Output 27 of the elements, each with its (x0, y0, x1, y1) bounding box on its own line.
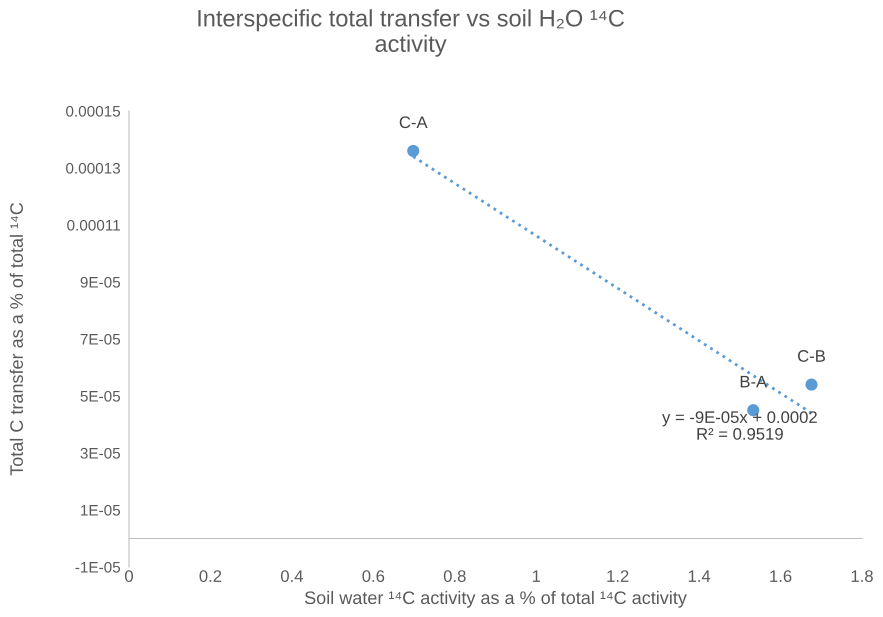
annotation: y = -9E-05x + 0.0002 R² = 0.9519 (662, 411, 817, 440)
y-tick-label: 0.00011 (67, 220, 120, 231)
x-tick-label: 0.4 (280, 570, 303, 582)
y-tick-label: 5E-05 (80, 390, 120, 402)
y-tick-label: 0.00015 (66, 106, 120, 117)
y-tick-label: 3E-05 (80, 448, 120, 459)
point (805, 378, 818, 391)
point (407, 144, 420, 157)
y-tick-label: 1E-05 (81, 504, 120, 516)
y-tick-label: 9E-05 (80, 276, 120, 288)
x-tick-label: 1.8 (852, 570, 873, 582)
x-tick-label: 1 (532, 570, 540, 582)
annotation: C-A (400, 116, 428, 128)
x-axis-title: Soil water ¹⁴C activity as a % of total ¹⁴C activity (304, 590, 687, 608)
y-axis-title: Total C transfer as a % of total ¹⁴C (10, 202, 23, 476)
y-tick-label: 7E-05 (80, 334, 120, 345)
x-tick-label: 0.8 (444, 570, 466, 582)
chart-title: Interspecific total transfer vs soil H₂O ¹⁴C activity (198, 9, 624, 57)
x-tick-label: 1.6 (770, 570, 792, 582)
x-tick-label: 0.2 (200, 570, 222, 582)
annotation: C-B (798, 350, 825, 362)
x-tick-label: 0 (125, 570, 133, 582)
x-tick-label: 1.2 (607, 570, 628, 582)
x-tick-label: 0.6 (362, 570, 384, 582)
y-tick-label: -1E-05 (75, 562, 120, 573)
y-tick-label: 0.00013 (66, 162, 120, 174)
x-tick-label: 1.4 (688, 570, 710, 582)
